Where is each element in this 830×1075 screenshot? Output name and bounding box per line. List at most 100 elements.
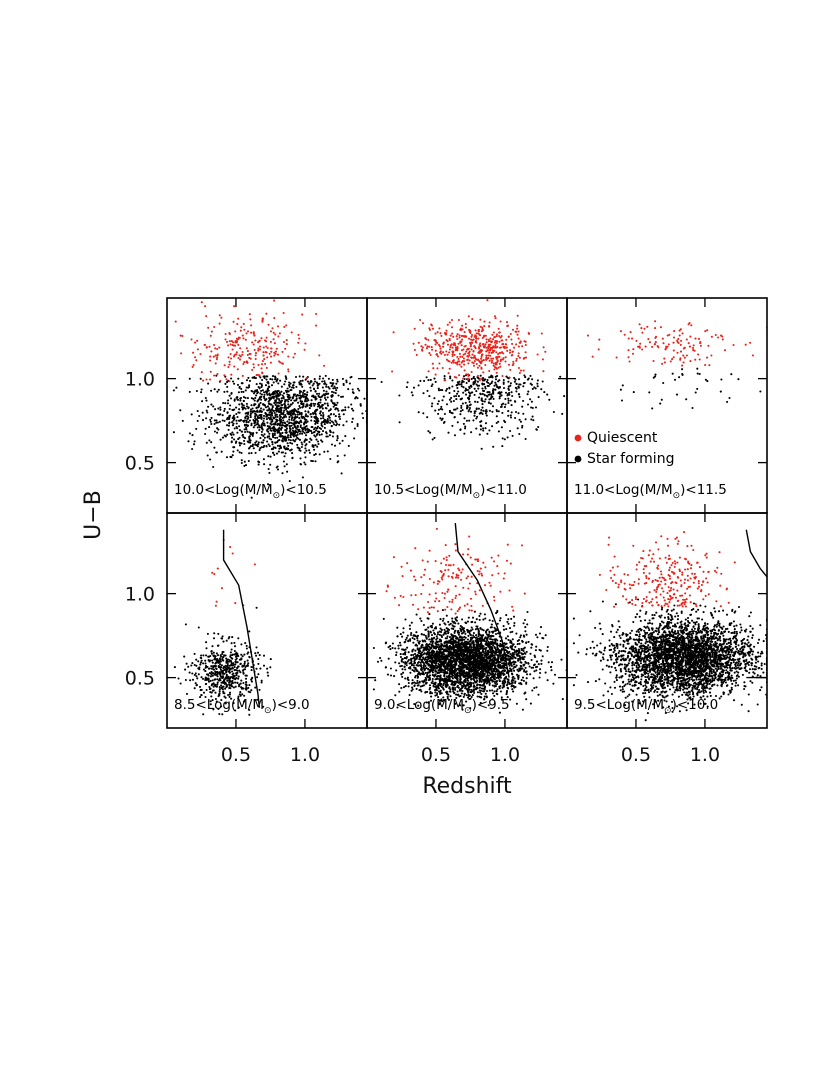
quiescent-point [469, 331, 472, 335]
star-forming-point [271, 432, 274, 435]
star-forming-point [250, 665, 253, 669]
star-forming-point [267, 443, 270, 446]
panel-points [372, 523, 567, 714]
star-forming-point [236, 681, 239, 684]
star-forming-point [210, 403, 213, 406]
star-forming-point [228, 691, 232, 694]
star-forming-point [351, 388, 354, 391]
star-forming-point [447, 431, 450, 434]
quiescent-point [233, 365, 236, 368]
quiescent-point [273, 351, 276, 354]
star-forming-point [336, 461, 339, 464]
star-forming-point [287, 438, 290, 441]
star-forming-point [305, 403, 308, 406]
star-forming-point [194, 682, 197, 685]
star-forming-point [475, 390, 478, 393]
star-forming-point [253, 390, 256, 393]
star-forming-point [289, 441, 292, 444]
star-forming-point [673, 378, 677, 381]
quiescent-point [273, 354, 276, 357]
star-forming-point [267, 455, 270, 458]
star-forming-point [227, 677, 231, 680]
star-forming-point [445, 403, 449, 406]
star-forming-point [481, 387, 484, 390]
star-forming-point [230, 664, 233, 667]
star-forming-point [303, 439, 306, 442]
star-forming-point [262, 664, 266, 667]
star-forming-point [314, 390, 317, 393]
star-forming-point [509, 399, 512, 402]
star-forming-point [296, 431, 299, 434]
quiescent-point [447, 359, 450, 362]
star-forming-point [521, 676, 525, 679]
star-forming-point [443, 377, 446, 380]
quiescent-point [241, 353, 244, 356]
quiescent-point [512, 362, 515, 365]
star-forming-point [513, 376, 516, 379]
star-forming-point [247, 447, 251, 450]
star-forming-point [241, 665, 244, 668]
star-forming-point [481, 392, 484, 395]
star-forming-point [261, 389, 264, 392]
star-forming-point [341, 377, 344, 380]
star-forming-point [494, 632, 498, 636]
star-forming-point [207, 680, 211, 683]
quiescent-point [205, 378, 208, 381]
star-forming-point [204, 670, 207, 673]
star-forming-point [267, 400, 270, 403]
star-forming-point [262, 408, 265, 411]
quiescent-point [697, 353, 700, 356]
quiescent-point [278, 360, 281, 363]
star-forming-point [185, 662, 188, 665]
star-forming-point [332, 405, 335, 408]
quiescent-point [428, 328, 431, 331]
star-forming-point [233, 408, 236, 411]
star-forming-point [210, 416, 213, 419]
star-forming-point [259, 414, 262, 417]
quiescent-point [200, 301, 203, 304]
quiescent-point [461, 355, 464, 358]
star-forming-point [451, 379, 454, 382]
quiescent-point [439, 347, 442, 350]
star-forming-point [269, 410, 272, 413]
star-forming-point [208, 685, 211, 689]
star-forming-point [231, 454, 234, 457]
star-forming-point [332, 421, 335, 424]
star-forming-point [484, 387, 487, 390]
star-forming-point [535, 645, 538, 648]
star-forming-point [217, 664, 220, 668]
quiescent-point [270, 350, 273, 353]
star-forming-point [274, 415, 277, 418]
quiescent-point [679, 358, 682, 361]
quiescent-point [517, 355, 520, 358]
star-forming-point [287, 405, 291, 408]
star-forming-point [240, 387, 243, 390]
star-forming-point [737, 378, 740, 381]
star-forming-point [242, 700, 246, 703]
star-forming-point [503, 438, 506, 441]
star-forming-point [257, 443, 260, 446]
quiescent-point [278, 332, 281, 335]
star-forming-point [519, 420, 522, 423]
star-forming-point [236, 396, 239, 399]
star-forming-point [515, 664, 518, 667]
star-forming-point [459, 627, 462, 630]
star-forming-point [483, 378, 486, 381]
star-forming-point [524, 376, 527, 379]
star-forming-point [214, 408, 217, 411]
star-forming-point [443, 375, 446, 378]
quiescent-point [457, 342, 460, 345]
star-forming-point [507, 397, 510, 400]
quiescent-point [212, 355, 215, 358]
star-forming-point [304, 399, 307, 402]
star-forming-point [179, 409, 182, 412]
star-forming-point [505, 628, 508, 631]
star-forming-point [210, 667, 213, 670]
quiescent-point [269, 361, 272, 364]
star-forming-point [291, 397, 294, 400]
quiescent-point [235, 337, 238, 340]
quiescent-point [586, 334, 590, 337]
star-forming-point [429, 686, 432, 689]
star-forming-point [461, 636, 464, 639]
star-forming-point [292, 419, 295, 422]
